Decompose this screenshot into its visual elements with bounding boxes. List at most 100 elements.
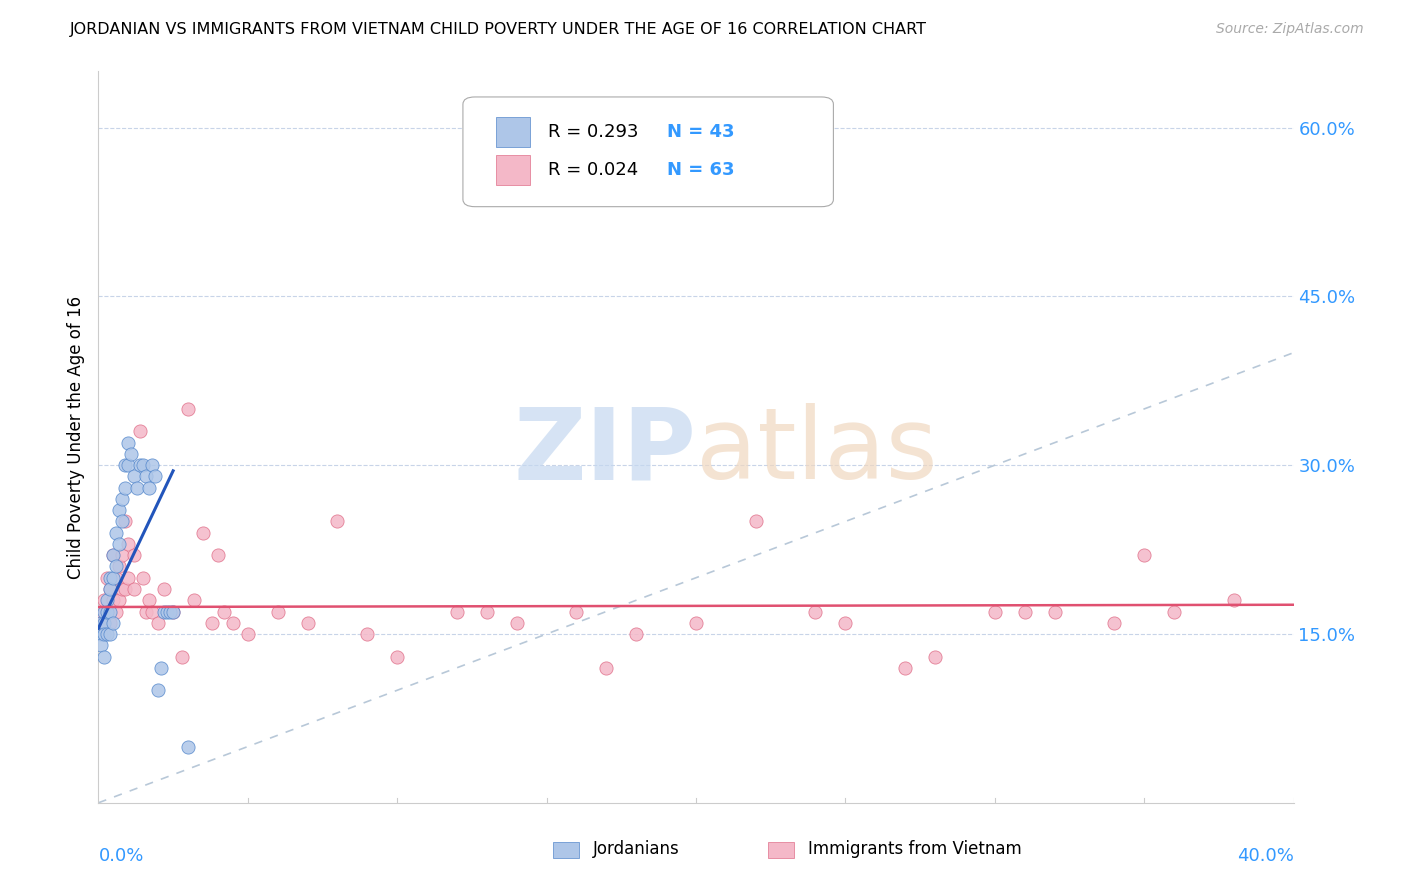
Point [96, 593, 118, 607]
Text: R = 0.024: R = 0.024 [548, 161, 638, 179]
Point [143, 469, 166, 483]
Point [153, 605, 176, 619]
Point [96, 605, 118, 619]
Text: atlas: atlas [696, 403, 938, 500]
Point [565, 605, 588, 619]
Point [153, 582, 176, 596]
FancyBboxPatch shape [463, 97, 834, 207]
Point [446, 605, 468, 619]
Point [111, 515, 134, 529]
Point [103, 615, 125, 630]
Point [984, 605, 1007, 619]
Point [326, 515, 349, 529]
Point [100, 571, 122, 585]
Point [177, 739, 200, 754]
Point [96, 571, 118, 585]
Point [475, 605, 498, 619]
Point [212, 605, 235, 619]
Point [90, 638, 112, 652]
Point [93, 605, 115, 619]
Point [159, 605, 181, 619]
Point [111, 491, 134, 506]
Point [894, 661, 917, 675]
Point [183, 593, 205, 607]
Bar [768, 842, 794, 858]
Point [114, 515, 136, 529]
Point [117, 537, 139, 551]
Point [90, 627, 112, 641]
Point [100, 582, 122, 596]
Point [93, 615, 115, 630]
Point [1223, 593, 1246, 607]
Point [108, 503, 131, 517]
Text: Immigrants from Vietnam: Immigrants from Vietnam [808, 840, 1022, 858]
Point [117, 435, 139, 450]
Point [132, 571, 155, 585]
Point [132, 458, 155, 473]
Point [100, 582, 122, 596]
Point [90, 615, 112, 630]
Point [1163, 605, 1185, 619]
Point [124, 548, 146, 562]
Point [172, 649, 194, 664]
Point [93, 649, 115, 664]
Point [1014, 605, 1036, 619]
Point [222, 615, 245, 630]
Point [103, 548, 125, 562]
Point [207, 548, 229, 562]
Text: ZIP: ZIP [513, 403, 696, 500]
Point [100, 615, 122, 630]
Point [834, 615, 856, 630]
Bar [553, 842, 579, 858]
Text: Source: ZipAtlas.com: Source: ZipAtlas.com [1216, 22, 1364, 37]
Point [127, 481, 149, 495]
Point [1104, 615, 1126, 630]
Point [162, 605, 184, 619]
Point [148, 683, 170, 698]
Point [124, 469, 146, 483]
Point [177, 401, 200, 416]
Point [108, 593, 131, 607]
Point [506, 615, 529, 630]
Y-axis label: Child Poverty Under the Age of 16: Child Poverty Under the Age of 16 [66, 295, 84, 579]
Point [93, 593, 115, 607]
Point [93, 615, 115, 630]
Point [138, 481, 160, 495]
Point [148, 615, 170, 630]
Point [114, 481, 136, 495]
Point [117, 571, 139, 585]
Point [96, 627, 118, 641]
Point [745, 515, 768, 529]
Point [685, 615, 707, 630]
Point [100, 627, 122, 641]
Point [135, 605, 157, 619]
Point [924, 649, 946, 664]
Point [356, 627, 378, 641]
Point [191, 525, 214, 540]
Point [93, 627, 115, 641]
Point [162, 605, 184, 619]
Point [96, 605, 118, 619]
Point [1133, 548, 1156, 562]
Point [141, 605, 163, 619]
Point [103, 548, 125, 562]
Point [114, 582, 136, 596]
Point [103, 571, 125, 585]
Point [141, 458, 163, 473]
Text: JORDANIAN VS IMMIGRANTS FROM VIETNAM CHILD POVERTY UNDER THE AGE OF 16 CORRELATI: JORDANIAN VS IMMIGRANTS FROM VIETNAM CHI… [70, 22, 928, 37]
Text: R = 0.293: R = 0.293 [548, 123, 638, 141]
Point [90, 605, 112, 619]
Text: 0.0%: 0.0% [98, 847, 143, 864]
Bar [496, 117, 530, 147]
Point [111, 582, 134, 596]
Point [138, 593, 160, 607]
Point [103, 593, 125, 607]
Point [201, 615, 224, 630]
Point [595, 661, 617, 675]
Point [267, 605, 290, 619]
Text: Jordanians: Jordanians [593, 840, 681, 858]
Point [105, 605, 128, 619]
Bar [496, 154, 530, 186]
Point [117, 458, 139, 473]
Point [105, 525, 128, 540]
